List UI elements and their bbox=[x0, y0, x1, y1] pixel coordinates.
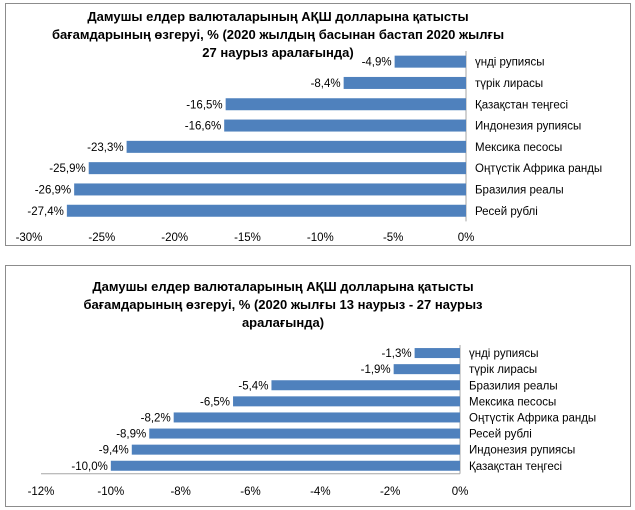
x-tick-label: 0% bbox=[452, 486, 469, 498]
bar bbox=[66, 204, 466, 217]
data-label: -8,4% bbox=[311, 78, 341, 90]
category-label: Оңтүстік Африка ранды bbox=[469, 412, 596, 424]
data-label: -26,9% bbox=[35, 184, 71, 196]
data-label: -6,5% bbox=[200, 396, 230, 408]
category-label: үнді рупиясы bbox=[475, 57, 544, 69]
category-label: Ресей рублі bbox=[475, 206, 538, 218]
category-label: Ресей рублі bbox=[469, 429, 532, 441]
bar bbox=[394, 55, 466, 68]
data-label: -8,2% bbox=[141, 412, 171, 424]
category-label: Мексика песосы bbox=[475, 142, 562, 154]
data-label: -9,4% bbox=[99, 445, 129, 457]
bar bbox=[233, 396, 460, 407]
category-label: Оңтүстік Африка ранды bbox=[475, 163, 602, 175]
bar bbox=[224, 119, 466, 132]
bar bbox=[173, 412, 460, 423]
category-label: Қазақстан теңгесі bbox=[469, 461, 562, 473]
data-label: -1,9% bbox=[361, 364, 391, 376]
bar bbox=[74, 183, 466, 196]
data-label: -4,9% bbox=[362, 57, 392, 69]
x-tick-label: -6% bbox=[240, 486, 260, 498]
bar bbox=[271, 380, 460, 391]
data-label: -16,6% bbox=[185, 121, 221, 133]
x-tick-label: -5% bbox=[383, 232, 403, 244]
category-label: Индонезия рупиясы bbox=[469, 445, 575, 457]
x-tick-label: -4% bbox=[310, 486, 330, 498]
bar bbox=[126, 140, 466, 153]
category-label: түрік лирасы bbox=[475, 78, 543, 90]
data-label: -8,9% bbox=[116, 429, 146, 441]
x-tick-label: -12% bbox=[28, 486, 55, 498]
data-label: -25,9% bbox=[49, 163, 85, 175]
x-tick-label: -8% bbox=[170, 486, 190, 498]
data-label: -23,3% bbox=[87, 142, 123, 154]
chart-title: Дамушы елдер валюталарының АҚШ долларына… bbox=[83, 279, 483, 330]
bar bbox=[414, 348, 460, 359]
bar-chart-march: -1,3% үнді рупиясы -1,9% түрік лирасы -5,4% Б… bbox=[28, 345, 596, 498]
data-label: -5,4% bbox=[238, 380, 268, 392]
bar bbox=[393, 364, 460, 375]
x-tick-label: -10% bbox=[97, 486, 124, 498]
category-label: Мексика песосы bbox=[469, 396, 556, 408]
category-label: Бразилия реалы bbox=[469, 380, 558, 392]
chart-title: Дамушы елдер валюталарының АҚШ долларына… bbox=[51, 9, 505, 60]
x-tick-label: -15% bbox=[234, 232, 261, 244]
bar bbox=[149, 428, 460, 439]
x-tick-label: 0% bbox=[458, 232, 475, 244]
bar bbox=[88, 162, 467, 175]
bar bbox=[225, 98, 466, 111]
category-label: үнді рупиясы bbox=[469, 348, 538, 360]
bar bbox=[131, 444, 460, 455]
bar bbox=[110, 460, 460, 471]
data-label: -27,4% bbox=[27, 206, 63, 218]
data-label: -10,0% bbox=[71, 461, 107, 473]
data-label: -1,3% bbox=[382, 348, 412, 360]
data-label: -16,5% bbox=[186, 99, 222, 111]
x-tick-label: -2% bbox=[380, 486, 400, 498]
x-tick-label: -20% bbox=[161, 232, 188, 244]
bar-chart-ytd: -4,9% үнді рупиясы -8,4% түрік лирасы -16,5%… bbox=[16, 51, 602, 244]
category-label: түрік лирасы bbox=[469, 364, 537, 376]
category-label: Бразилия реалы bbox=[475, 184, 564, 196]
category-label: Қазақстан теңгесі bbox=[475, 99, 568, 111]
chart-panel-march: Дамушы елдер валюталарының АҚШ долларына… bbox=[5, 265, 631, 507]
category-label: Индонезия рупиясы bbox=[475, 121, 581, 133]
x-tick-label: -10% bbox=[307, 232, 334, 244]
x-tick-label: -30% bbox=[16, 232, 43, 244]
chart-panel-ytd: Дамушы елдер валюталарының АҚШ долларына… bbox=[5, 3, 631, 246]
x-tick-label: -25% bbox=[88, 232, 115, 244]
bar bbox=[343, 76, 466, 89]
